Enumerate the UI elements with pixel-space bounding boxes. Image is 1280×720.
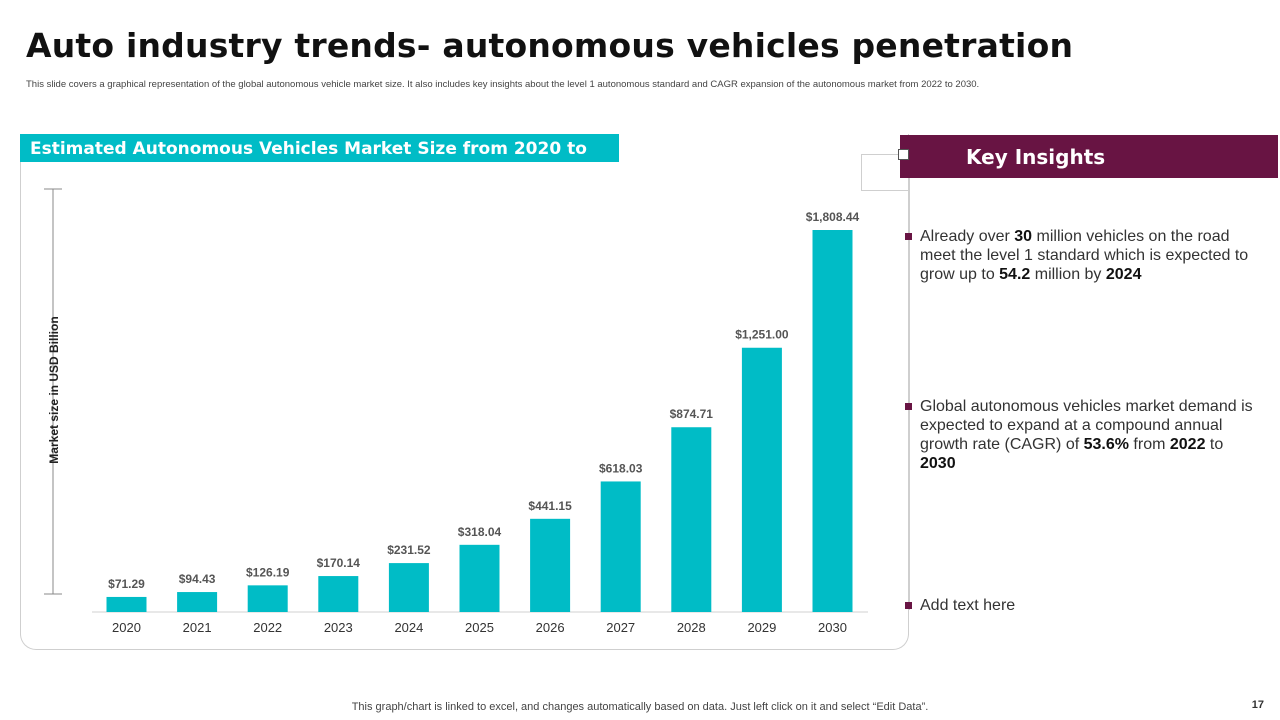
bar-2027[interactable] [600,481,641,612]
bar-2022[interactable] [247,585,288,612]
bar-2020[interactable] [106,596,147,612]
slide-title: Auto industry trends- autonomous vehicle… [26,26,1074,65]
data-label-2026: $441.15 [528,499,572,513]
connector-square-icon [898,149,909,160]
bullet-icon [905,233,912,240]
insight-item[interactable]: Add text here [920,597,1016,614]
chart-panel [20,134,909,650]
bar-2029[interactable] [741,347,782,612]
bar-2026[interactable] [530,518,571,612]
y-axis-label: Market size in USD Billion [47,316,61,463]
data-label-2020: $71.29 [108,577,145,591]
data-label-2030: $1,808.44 [806,210,860,224]
data-label-2028: $874.71 [670,407,714,421]
x-tick-label-2029: 2029 [747,620,776,635]
slide-subtitle: This slide covers a graphical representa… [26,79,980,90]
data-label-2027: $618.03 [599,461,643,475]
x-tick-label-2028: 2028 [677,620,706,635]
x-tick-label-2020: 2020 [112,620,141,635]
data-label-2021: $94.43 [179,572,216,586]
bar-2025[interactable] [459,544,500,612]
connector-line-h [861,154,901,155]
x-tick-label-2026: 2026 [536,620,565,635]
x-tick-label-2027: 2027 [606,620,635,635]
bullet-icon [905,602,912,609]
bar-2030[interactable] [812,230,853,612]
bar-2023[interactable] [318,576,359,612]
data-label-2023: $170.14 [317,556,361,570]
data-label-2025: $318.04 [458,525,502,539]
footer-note: This graph/chart is linked to excel, and… [351,701,929,713]
chart-title: Estimated Autonomous Vehicles Market Siz… [20,134,619,189]
bar-2024[interactable] [388,563,429,612]
key-insights-header: Key Insights [900,135,1278,178]
connector-line-v [861,154,862,191]
x-tick-label-2030: 2030 [818,620,847,635]
insights-divider [909,178,910,610]
x-tick-label-2024: 2024 [394,620,423,635]
x-tick-label-2022: 2022 [253,620,282,635]
x-tick-label-2023: 2023 [324,620,353,635]
x-tick-label-2021: 2021 [183,620,212,635]
insight-item[interactable]: Global autonomous vehicles market demand… [920,398,1253,472]
data-label-2024: $231.52 [387,543,431,557]
bar-2028[interactable] [671,427,712,612]
data-label-2022: $126.19 [246,565,290,579]
bullet-icon [905,403,912,410]
bar-2021[interactable] [177,592,218,612]
connector-line-h2 [861,190,909,191]
insight-item[interactable]: Already over 30 million vehicles on the … [920,228,1249,283]
data-label-2029: $1,251.00 [735,328,789,342]
page-number: 17 [1251,699,1264,711]
x-tick-label-2025: 2025 [465,620,494,635]
